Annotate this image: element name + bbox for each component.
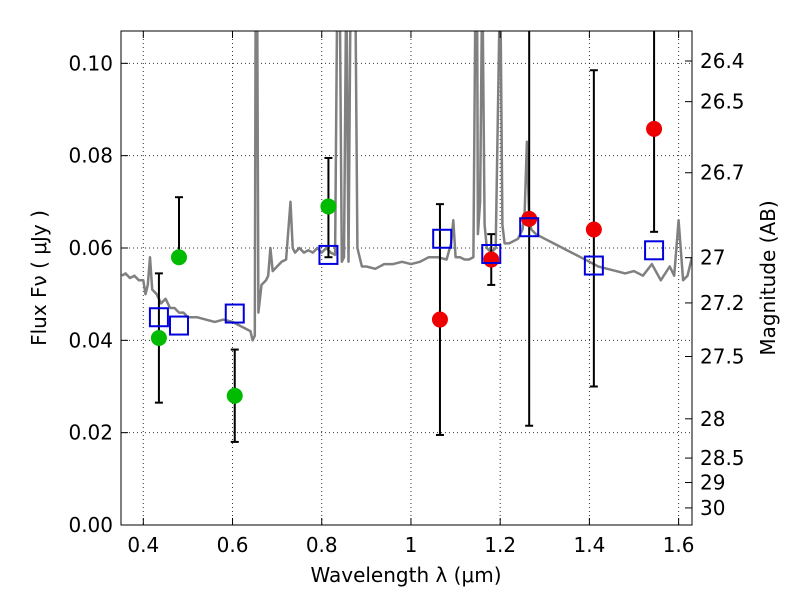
model-bandpass-square xyxy=(644,240,665,261)
green-data-point xyxy=(150,330,167,347)
model-spectrum-line xyxy=(121,31,692,342)
model-bandpass-square xyxy=(148,307,169,328)
red-data-point xyxy=(646,120,663,137)
x-tick-label: 0.6 xyxy=(217,533,249,557)
y2-axis-title: Magnitude (AB) xyxy=(756,200,780,355)
y2-tick-label: 29 xyxy=(700,471,725,495)
red-data-point xyxy=(585,221,602,238)
y-tick-label: 0.08 xyxy=(68,144,113,168)
red-data-point xyxy=(431,311,448,328)
grid xyxy=(121,31,692,526)
model-bandpass-square xyxy=(481,243,502,264)
x-axis-title: Wavelength λ (μm) xyxy=(310,563,501,587)
x-tick-label: 0.8 xyxy=(306,533,338,557)
y2-tick-label: 27.5 xyxy=(700,344,745,368)
y-tick-label: 0.02 xyxy=(68,421,113,445)
green-data-point xyxy=(170,249,187,266)
y-axis-title: Flux Fν ( μJy ) xyxy=(27,210,51,346)
x-tick-label: 1.6 xyxy=(663,533,695,557)
red-data-point xyxy=(483,251,500,268)
green-data-point xyxy=(320,198,337,215)
y2-tick-label: 27 xyxy=(700,246,725,270)
axis-ticks: 0.4 0.6 0.8 1 1.2 1.4 1.6 0.00 0.02 0.04 0.06 0.08 0… xyxy=(68,31,745,557)
y2-tick-label: 30 xyxy=(700,496,725,520)
y2-tick-label: 28.5 xyxy=(700,446,745,470)
model-bandpass-square xyxy=(432,228,453,249)
model-bandpass-square xyxy=(318,244,339,265)
model-bandpass-square xyxy=(224,303,245,324)
green-data-point xyxy=(226,387,243,404)
y-tick-label: 0.04 xyxy=(68,328,113,352)
y2-tick-label: 26.7 xyxy=(700,161,745,185)
x-tick-label: 1.2 xyxy=(484,533,516,557)
y2-tick-label: 28 xyxy=(700,407,725,431)
y2-tick-label: 26.4 xyxy=(700,49,745,73)
y-tick-label: 0.00 xyxy=(68,513,113,537)
x-tick-label: 1.4 xyxy=(573,533,605,557)
model-bandpass-square xyxy=(519,217,540,238)
plot-frame xyxy=(120,30,693,526)
plot-area xyxy=(121,31,692,443)
x-tick-label: 0.4 xyxy=(127,533,159,557)
y-tick-label: 0.06 xyxy=(68,236,113,260)
x-tick-label: 1 xyxy=(405,533,418,557)
model-bandpass-square xyxy=(583,255,604,276)
model-bandpass-square xyxy=(168,315,189,336)
y-tick-label: 0.10 xyxy=(68,51,113,75)
y2-tick-label: 26.5 xyxy=(700,90,745,114)
y2-tick-label: 27.2 xyxy=(700,291,745,315)
